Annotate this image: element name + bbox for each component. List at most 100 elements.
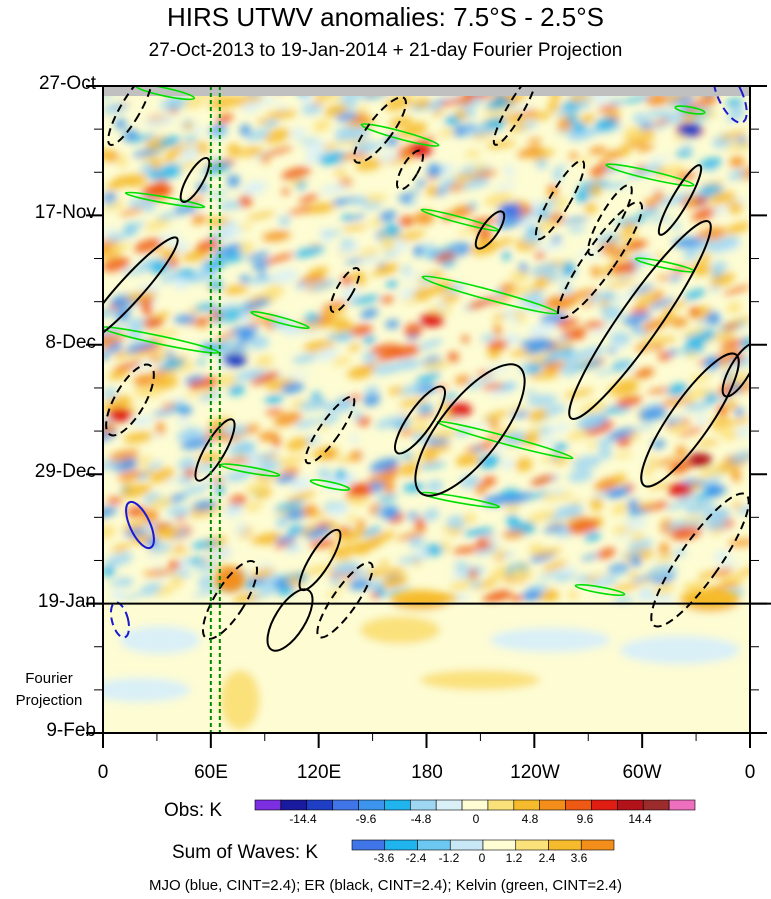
projection-blob	[103, 678, 190, 702]
field-blob	[478, 454, 500, 469]
field-blob	[172, 402, 187, 411]
field-blob	[614, 473, 627, 486]
field-blob	[639, 413, 665, 421]
kelvin-contour	[134, 86, 196, 101]
field-blob	[718, 561, 738, 569]
obs-colorbar-tick: -9.6	[355, 812, 377, 826]
field-blob	[546, 351, 565, 359]
field-blob	[449, 578, 479, 591]
field-blob	[326, 502, 349, 516]
field-blob	[367, 471, 398, 485]
field-blob	[124, 352, 154, 359]
field-blob	[143, 116, 176, 127]
field-blob	[195, 239, 220, 253]
field-blob	[425, 184, 439, 197]
field-blob	[108, 242, 131, 253]
field-blob	[537, 200, 559, 209]
field-blob	[640, 579, 652, 586]
field-blob	[668, 275, 682, 282]
field-blob	[305, 526, 332, 539]
field-blob	[675, 445, 687, 458]
field-blob	[487, 347, 501, 360]
field-blob	[143, 206, 155, 213]
field-blob	[509, 316, 520, 325]
field-blob	[701, 251, 711, 265]
field-blob	[155, 311, 170, 319]
er-contour	[201, 560, 259, 640]
field-blob	[290, 477, 313, 491]
field-blob	[448, 571, 470, 579]
field-blob	[183, 433, 192, 440]
field-blob	[615, 217, 647, 226]
field-blob	[653, 190, 665, 204]
field-blob	[399, 272, 421, 279]
field-blob	[158, 136, 181, 147]
field-blob	[437, 300, 446, 311]
field-blob	[563, 388, 594, 398]
field-blob	[555, 573, 578, 582]
field-blob	[696, 413, 706, 426]
field-blob	[392, 344, 420, 359]
obs-colorbar-tick: 0	[472, 812, 480, 826]
field-blob	[284, 372, 311, 378]
er-contour	[414, 363, 526, 497]
field-blob	[347, 366, 374, 380]
obs-colorbar-swatch	[435, 799, 463, 811]
field-blob	[515, 457, 533, 472]
projection-blob	[420, 670, 540, 690]
field-blob	[613, 452, 633, 459]
field-blob	[355, 158, 384, 171]
colorbars	[254, 799, 696, 851]
obs-colorbar-swatch	[642, 799, 670, 811]
field-blob	[149, 259, 169, 274]
obs-colorbar-tick: -14.4	[289, 812, 317, 826]
field-blob	[313, 119, 331, 133]
field-blob	[250, 451, 278, 462]
field-blob	[196, 317, 209, 327]
field-blob	[574, 129, 600, 141]
x-tick-label: 0	[744, 762, 756, 783]
field-blob	[648, 155, 670, 164]
contour-legend: MJO (blue, CINT=2.4); ER (black, CINT=2.…	[148, 877, 623, 894]
waves-colorbar-tick: -1.2	[438, 851, 460, 865]
field-blob	[455, 454, 473, 467]
field-blob	[352, 141, 380, 153]
obs-colorbar-label: Obs: K	[164, 800, 223, 821]
field-blob	[584, 531, 601, 542]
field-blob	[602, 109, 622, 119]
field-blob	[237, 332, 256, 342]
field-blob	[412, 98, 432, 108]
waves-colorbar-label: Sum of Waves: K	[172, 842, 319, 863]
field-blob	[727, 371, 750, 384]
waves-colorbar-swatch	[548, 839, 582, 851]
field-blob	[152, 408, 179, 416]
field-blob	[489, 419, 499, 430]
field-blob	[634, 343, 653, 352]
projection-blob	[220, 670, 260, 730]
field-blob	[493, 324, 503, 337]
mjo-contour	[712, 86, 748, 124]
field-core	[348, 483, 372, 497]
field-blob	[158, 359, 186, 372]
x-tick-label: 60E	[194, 762, 228, 783]
field-blob	[332, 561, 361, 575]
er-contour	[657, 164, 703, 236]
field-blob	[461, 335, 470, 343]
field-blob	[163, 153, 176, 163]
er-contour	[107, 86, 153, 146]
field-blob	[656, 553, 674, 563]
er-contour	[394, 385, 446, 455]
kelvin-contour	[574, 583, 626, 597]
field-blob	[480, 334, 496, 342]
field-blob	[611, 502, 630, 516]
field-blob	[531, 262, 561, 277]
field-blob	[364, 202, 383, 210]
field-blob	[495, 443, 505, 453]
field-blob	[576, 413, 604, 430]
field-blob	[224, 309, 252, 323]
field-blob	[669, 422, 687, 435]
field-blob	[262, 231, 291, 242]
field-blob	[642, 318, 669, 331]
field-blob	[580, 553, 602, 561]
field-blob	[611, 343, 625, 352]
